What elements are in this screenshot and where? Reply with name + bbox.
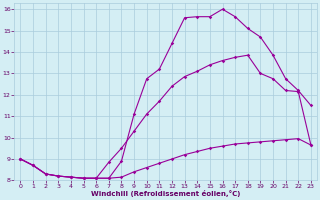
X-axis label: Windchill (Refroidissement éolien,°C): Windchill (Refroidissement éolien,°C) <box>91 190 240 197</box>
